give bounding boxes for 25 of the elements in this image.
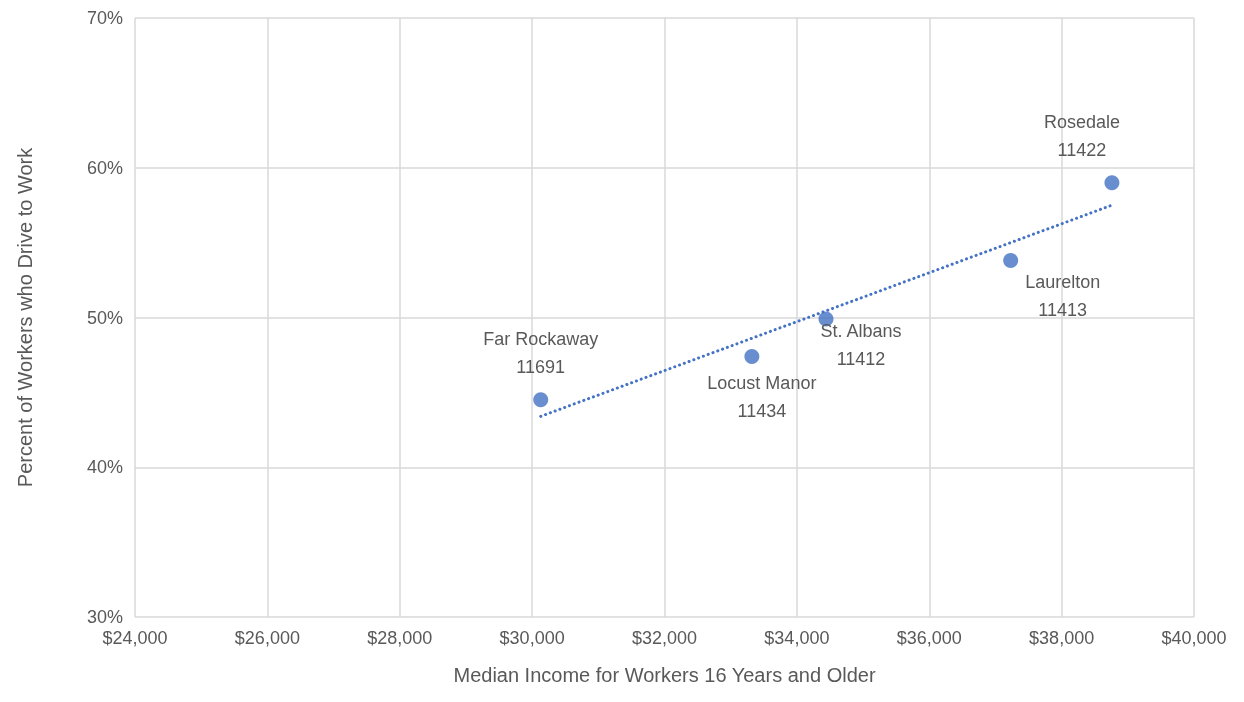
y-tick-label: 60% bbox=[86, 157, 123, 178]
point bbox=[1104, 175, 1120, 191]
annotation: Rosedale 11422 bbox=[1043, 111, 1120, 160]
y-tick-label: 40% bbox=[86, 457, 123, 478]
x-tick-label: $32,000 bbox=[631, 628, 698, 648]
x-tick-label: $28,000 bbox=[367, 628, 433, 648]
x-tick-label: $34,000 bbox=[764, 628, 830, 648]
x-tick-label: $40,000 bbox=[1161, 628, 1227, 648]
x-tick-label: $26,000 bbox=[234, 628, 300, 648]
y-tick-label: 30% bbox=[86, 607, 123, 627]
point bbox=[1003, 253, 1019, 269]
y-axis-title: Percent of Workers who Drive to Work bbox=[14, 146, 36, 488]
point bbox=[744, 348, 760, 364]
x-tick-label: $24,000 bbox=[102, 628, 168, 648]
point bbox=[533, 392, 549, 408]
x-tick-label: $38,000 bbox=[1029, 628, 1095, 648]
annotation: St. Albans 11412 bbox=[820, 321, 902, 369]
x-tick-label: $30,000 bbox=[499, 628, 565, 648]
annotation: Far Rockaway 11691 bbox=[483, 328, 599, 377]
y-tick-label: 50% bbox=[86, 307, 123, 328]
annotation: Locust Manor 11434 bbox=[707, 373, 817, 422]
x-tick-label: $36,000 bbox=[896, 628, 962, 648]
x-axis-title: Median Income for Workers 16 Years and Older bbox=[453, 664, 876, 686]
annotation: Laurelton 11413 bbox=[1025, 271, 1101, 320]
y-tick-label: 70% bbox=[86, 8, 123, 28]
